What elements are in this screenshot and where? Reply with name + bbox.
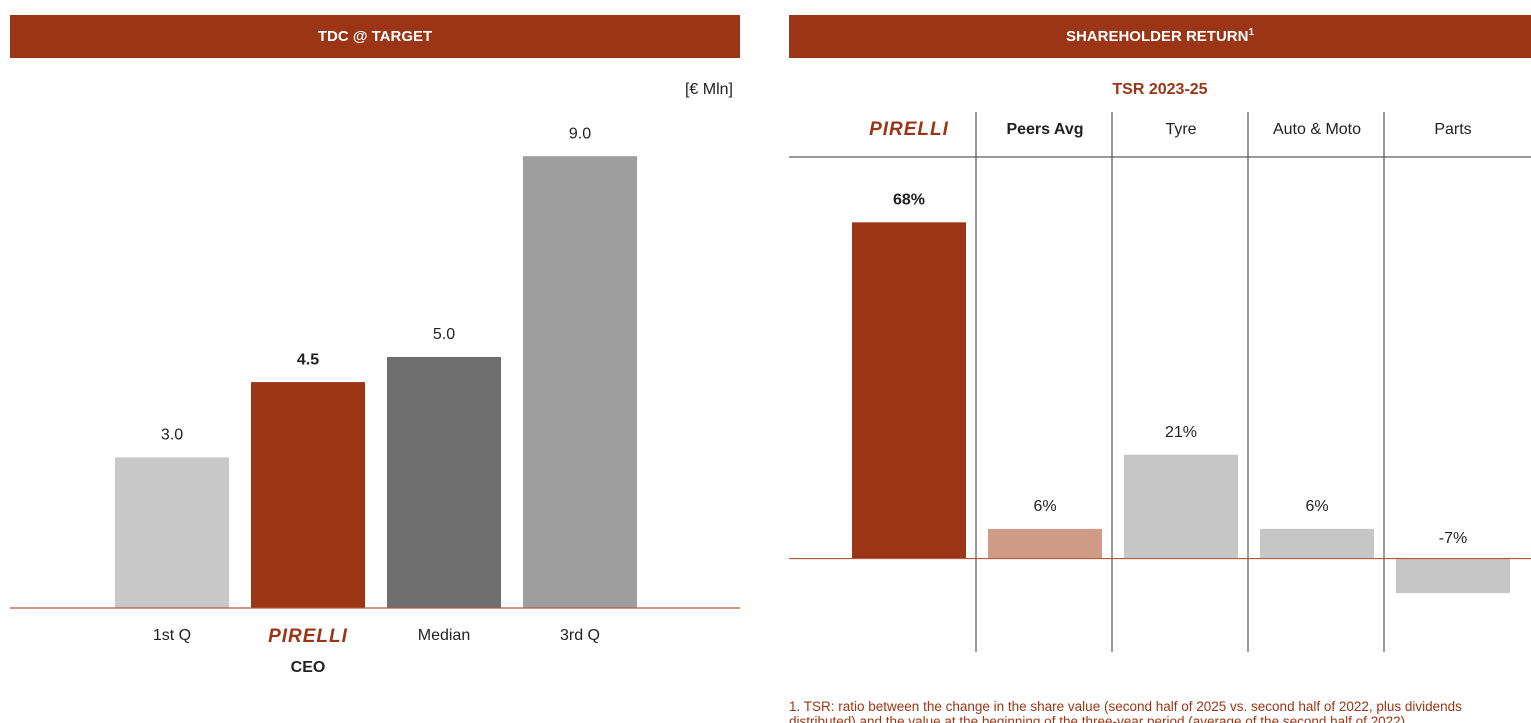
column-header: Peers Avg — [1006, 121, 1084, 138]
bar — [523, 156, 637, 608]
value-label: -7% — [1439, 530, 1467, 547]
value-label: 6% — [1305, 498, 1328, 515]
value-label: 68% — [893, 192, 925, 209]
bar — [988, 528, 1102, 559]
column-header: Tyre — [1165, 121, 1197, 138]
unit-label: [€ Mln] — [685, 81, 733, 98]
value-label: 6% — [1033, 498, 1056, 515]
bar — [387, 357, 501, 608]
footnote: 1. TSR: ratio between the change in the … — [789, 699, 1462, 723]
column-header: Auto & Moto — [1272, 121, 1362, 138]
bar — [251, 382, 365, 608]
x-tick-label: 1st Q — [153, 627, 191, 644]
bar — [1260, 528, 1374, 559]
x-tick-label: Median — [418, 627, 470, 644]
chart-title: SHAREHOLDER RETURN1 — [1066, 27, 1255, 45]
value-label: 4.5 — [297, 351, 319, 368]
bar — [852, 222, 966, 559]
title-note: 1 — [1248, 27, 1254, 38]
value-label: 3.0 — [161, 427, 183, 444]
logo: PIRELLI — [268, 626, 348, 647]
bar — [1124, 454, 1238, 559]
x-tick-label: CEO — [291, 659, 326, 676]
bar — [1396, 558, 1510, 594]
value-label: 9.0 — [569, 125, 591, 142]
x-tick-label: 3rd Q — [560, 627, 600, 644]
value-label: 5.0 — [433, 326, 455, 343]
subtitle: TSR 2023-25 — [1112, 81, 1207, 98]
header-bar — [789, 15, 1531, 58]
value-label: 21% — [1165, 424, 1197, 441]
logo: PIRELLI — [869, 119, 949, 140]
title-text: SHAREHOLDER RETURN — [1066, 28, 1249, 45]
header-bar — [10, 15, 740, 58]
bar — [115, 457, 229, 608]
chart-title: TDC @ TARGET — [318, 28, 432, 45]
column-header: Parts — [1434, 121, 1472, 138]
